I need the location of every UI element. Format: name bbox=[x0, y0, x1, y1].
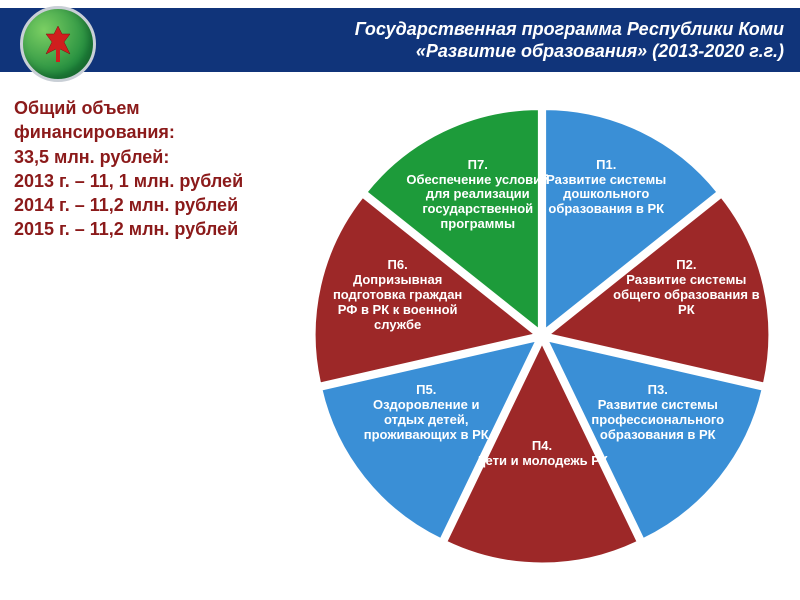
pie-chart: П1.Развитие системы дошкольного образова… bbox=[292, 88, 792, 588]
funding-summary: Общий объем финансирования:33,5 млн. руб… bbox=[8, 88, 292, 588]
pie-svg bbox=[292, 88, 792, 588]
coat-of-arms-logo bbox=[20, 6, 96, 82]
content-body: Общий объем финансирования:33,5 млн. руб… bbox=[0, 80, 800, 596]
title-line-1: Государственная программа Республики Ком… bbox=[355, 18, 784, 41]
funding-line: 2014 г. – 11,2 млн. рублей bbox=[14, 193, 286, 217]
funding-line: 33,5 млн. рублей: bbox=[14, 145, 286, 169]
header: Государственная программа Республики Ком… bbox=[0, 0, 800, 80]
title-line-2: «Развитие образования» (2013-2020 г.г.) bbox=[355, 40, 784, 63]
title-bar: Государственная программа Республики Ком… bbox=[0, 8, 800, 72]
funding-line: 2015 г. – 11,2 млн. рублей bbox=[14, 217, 286, 241]
funding-line: 2013 г. – 11, 1 млн. рублей bbox=[14, 169, 286, 193]
page-title: Государственная программа Республики Ком… bbox=[355, 18, 784, 63]
funding-line: Общий объем финансирования: bbox=[14, 96, 286, 145]
